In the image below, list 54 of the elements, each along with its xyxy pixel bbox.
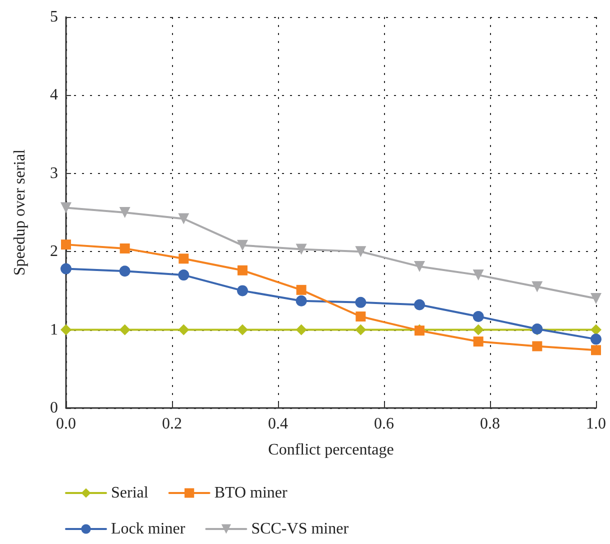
x-tick-label: 0.4	[268, 416, 288, 432]
point	[472, 270, 484, 281]
x-tick-label: 0.8	[480, 416, 500, 432]
legend-label: SCC-VS miner	[251, 520, 350, 538]
point	[355, 296, 366, 308]
legend-label: Serial	[111, 484, 149, 502]
point	[591, 345, 601, 356]
legend-label: Lock miner	[111, 520, 186, 538]
point	[356, 312, 366, 322]
point	[178, 254, 189, 264]
x-tick-label: 0.6	[374, 416, 394, 432]
point	[119, 207, 130, 218]
point	[472, 324, 484, 336]
point	[590, 324, 602, 336]
x-axis-title: Conflict percentage	[268, 442, 394, 458]
point	[236, 240, 248, 251]
point	[60, 324, 72, 336]
point	[590, 334, 602, 345]
legend-label: BTO miner	[214, 484, 288, 502]
point	[532, 281, 543, 292]
y-tick-label: 1	[50, 321, 58, 338]
point	[119, 324, 130, 336]
point	[178, 324, 190, 336]
x-tick-label: 0.0	[56, 416, 76, 432]
point	[296, 284, 306, 295]
point	[236, 324, 248, 336]
y-tick-label: 0	[50, 400, 58, 416]
point	[120, 243, 130, 254]
y-tick-label: 2	[50, 243, 58, 260]
point	[414, 299, 426, 310]
point	[60, 202, 72, 214]
point	[296, 324, 307, 336]
point	[178, 213, 190, 224]
point	[296, 295, 307, 306]
y-axis-title: Speedup over serial	[12, 148, 28, 276]
y-tick-label: 3	[50, 164, 58, 182]
point	[472, 311, 484, 322]
point	[60, 263, 72, 274]
point	[414, 260, 426, 272]
point	[473, 336, 484, 347]
point	[296, 244, 307, 255]
point	[532, 341, 542, 352]
point	[61, 240, 71, 250]
y-tick-label: 5	[50, 8, 58, 26]
point	[178, 270, 190, 281]
x-tick-label: 1.0	[586, 416, 606, 432]
point	[237, 265, 248, 276]
point	[355, 246, 366, 258]
point	[119, 266, 130, 277]
point	[355, 324, 366, 336]
x-tick-label: 0.2	[162, 416, 182, 432]
point	[590, 293, 602, 304]
point	[237, 285, 248, 296]
y-tick-label: 4	[50, 86, 58, 104]
